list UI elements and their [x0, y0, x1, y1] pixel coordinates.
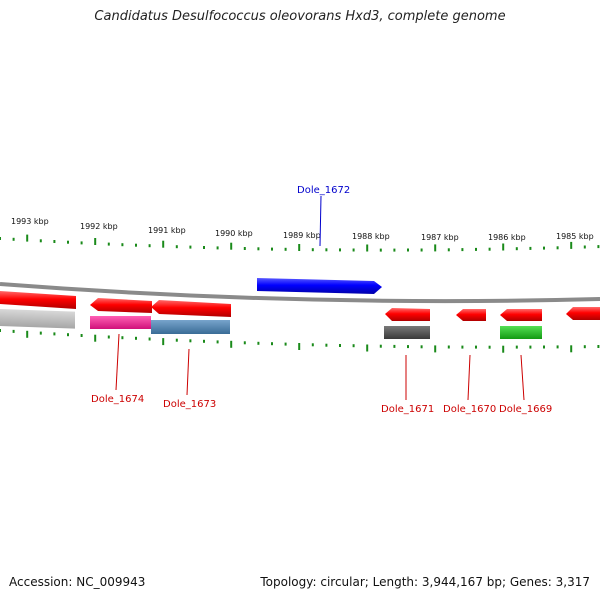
gene-arrow[interactable] — [385, 308, 430, 321]
genome-backbone — [0, 282, 600, 304]
leader-line — [467, 354, 471, 401]
gene-label-dole-1670[interactable]: Dole_1670 — [443, 404, 496, 415]
ruler-ticks-lower — [0, 329, 600, 353]
gene-label-dole-1669[interactable]: Dole_1669 — [499, 404, 552, 415]
ruler-label: 1993 kbp — [11, 217, 49, 226]
ruler-label: 1987 kbp — [421, 233, 459, 242]
gene-arrow[interactable] — [90, 298, 152, 313]
feature-bar[interactable] — [384, 326, 430, 339]
gene-arrow[interactable] — [456, 309, 486, 321]
gene-arrow[interactable] — [500, 309, 542, 321]
gene-arrow-dole-1672[interactable] — [257, 278, 382, 294]
gene-label-dole-1673[interactable]: Dole_1673 — [163, 399, 216, 410]
feature-bar[interactable] — [500, 326, 542, 339]
ruler-label: 1989 kbp — [283, 231, 321, 240]
leader-line — [115, 333, 120, 391]
leader-line — [186, 348, 190, 396]
gene-arrow[interactable] — [0, 291, 76, 309]
leader-line — [319, 195, 322, 247]
topology-text: Topology: circular; Length: 3,944,167 bp… — [260, 575, 590, 589]
feature-bar[interactable] — [151, 320, 230, 334]
gene-arrow[interactable] — [566, 307, 600, 320]
gene-arrow[interactable] — [151, 300, 231, 317]
leader-line — [520, 354, 525, 401]
feature-bar[interactable] — [90, 316, 151, 329]
feature-bar[interactable] — [0, 309, 75, 329]
ruler-label: 1992 kbp — [80, 222, 118, 231]
gene-label-dole-1671[interactable]: Dole_1671 — [381, 404, 434, 415]
map-title: Candidatus Desulfococcus oleovorans Hxd3… — [94, 9, 506, 24]
ruler-label: 1991 kbp — [148, 226, 186, 235]
ruler-label: 1988 kbp — [352, 232, 390, 241]
ruler-label: 1985 kbp — [556, 232, 594, 241]
accession-text: Accession: NC_009943 — [9, 575, 146, 589]
ruler-ticks-upper — [0, 234, 600, 252]
gene-label-dole-1674[interactable]: Dole_1674 — [91, 394, 144, 405]
ruler-label: 1986 kbp — [488, 233, 526, 242]
gene-label-dole-1672[interactable]: Dole_1672 — [297, 185, 350, 196]
ruler-label: 1990 kbp — [215, 229, 253, 238]
